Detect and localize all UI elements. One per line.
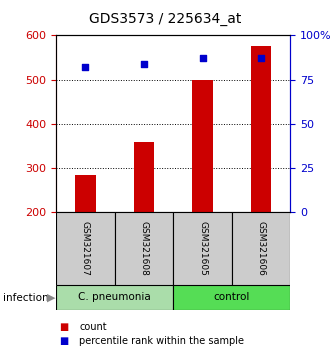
Bar — [56, 285, 173, 310]
Point — [141, 61, 147, 67]
Bar — [115, 212, 173, 285]
Text: GSM321608: GSM321608 — [140, 221, 148, 276]
Text: infection: infection — [3, 293, 49, 303]
Text: percentile rank within the sample: percentile rank within the sample — [79, 336, 244, 346]
Text: GSM321605: GSM321605 — [198, 221, 207, 276]
Text: GSM321607: GSM321607 — [81, 221, 90, 276]
Point — [83, 64, 88, 70]
Point — [258, 56, 264, 61]
Text: GDS3573 / 225634_at: GDS3573 / 225634_at — [89, 12, 241, 27]
Text: ▶: ▶ — [47, 293, 55, 303]
Bar — [173, 212, 232, 285]
Text: count: count — [79, 322, 107, 332]
Text: control: control — [214, 292, 250, 302]
Bar — [75, 175, 96, 212]
Text: ■: ■ — [59, 322, 69, 332]
Bar — [251, 46, 271, 212]
Text: ■: ■ — [59, 336, 69, 346]
Bar — [134, 142, 154, 212]
Bar — [192, 80, 213, 212]
Bar — [232, 212, 290, 285]
Point — [200, 56, 205, 61]
Text: GSM321606: GSM321606 — [257, 221, 266, 276]
Bar — [56, 212, 115, 285]
Text: C. pneumonia: C. pneumonia — [78, 292, 151, 302]
Bar — [173, 285, 290, 310]
